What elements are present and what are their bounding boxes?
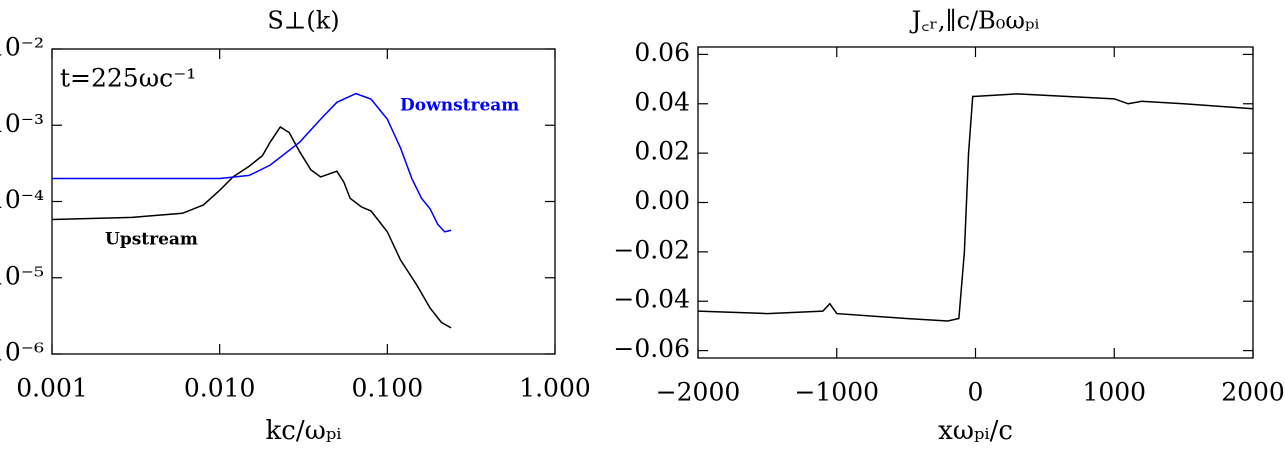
series-label: Downstream bbox=[400, 96, 519, 116]
y-tick-label: −0.04 bbox=[613, 285, 690, 314]
x-tick-label: 0.010 bbox=[184, 374, 256, 403]
y-tick-label: 0.00 bbox=[634, 186, 690, 215]
series-line bbox=[52, 92, 452, 233]
x-tick-label: 1000 bbox=[1082, 378, 1146, 407]
y-tick-label: 10⁻³ bbox=[0, 109, 44, 138]
series-line bbox=[51, 125, 452, 329]
y-tick-label: 10⁻⁶ bbox=[0, 338, 44, 367]
chart-title: J꜀ᵣ,∥c/B₀ωₚᵢ bbox=[909, 7, 1040, 35]
x-tick-label: −2000 bbox=[656, 378, 741, 407]
x-tick-label: −1000 bbox=[794, 378, 879, 407]
y-tick-label: −0.06 bbox=[613, 334, 690, 363]
x-tick-label: 0.100 bbox=[352, 374, 424, 403]
plot-frame bbox=[697, 46, 1254, 359]
series-label: Upstream bbox=[105, 230, 198, 250]
x-tick-label: 2000 bbox=[1221, 378, 1285, 407]
x-axis-label: kc/ωₚᵢ bbox=[266, 416, 342, 446]
y-tick-label: 10⁻⁵ bbox=[0, 261, 44, 290]
y-tick-label: −0.02 bbox=[613, 235, 690, 264]
x-tick-label: 0.001 bbox=[16, 374, 88, 403]
y-tick-label: 0.02 bbox=[634, 137, 690, 166]
annotation: t=225ωc⁻¹ bbox=[60, 64, 196, 93]
y-tick-label: 10⁻⁴ bbox=[0, 185, 44, 214]
y-tick-label: 0.04 bbox=[634, 87, 690, 116]
chart-title: S⊥(k) bbox=[267, 7, 339, 35]
x-tick-label: 1.000 bbox=[519, 374, 591, 403]
series-line bbox=[697, 93, 1254, 322]
y-tick-label: 0.06 bbox=[634, 38, 690, 67]
y-tick-label: 10⁻² bbox=[0, 33, 44, 62]
x-tick-label: 0 bbox=[968, 378, 984, 407]
x-axis-label: xωₚᵢ/c bbox=[938, 416, 1013, 446]
